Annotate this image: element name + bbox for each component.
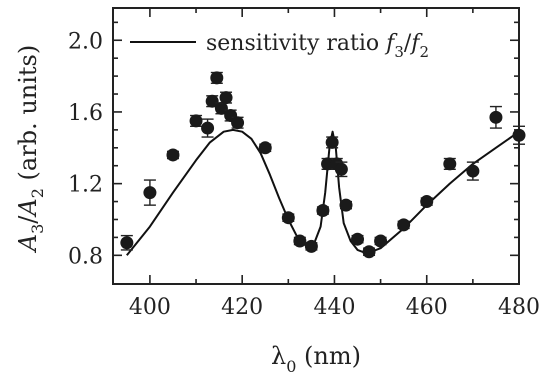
y-axis-label-b-sub: 2 [28,188,47,198]
x-tick-label: 420 [221,295,263,320]
x-tick-label: 400 [129,295,171,320]
data-marker [231,116,245,130]
data-point [334,161,348,178]
data-points-layer [120,71,526,259]
x-axis-label-main: λ [271,342,286,370]
data-marker [189,114,203,128]
data-marker [512,128,526,142]
data-point [420,195,434,209]
data-marker [201,121,215,135]
data-point [397,218,411,232]
data-marker [166,148,180,162]
legend-label: sensitivity ratio f3/f2 [206,31,429,61]
y-tick-labels: 0.8 1.2 1.6 2.0 [68,29,103,269]
data-point [189,114,203,128]
data-marker [397,218,411,232]
y-axis-label-a-sub: 3 [28,224,47,234]
data-point [466,161,480,181]
data-marker [466,164,480,178]
data-marker [334,162,348,176]
data-marker [362,245,376,259]
data-point [443,157,457,171]
data-point [339,198,353,212]
data-point [219,91,233,105]
data-marker [205,94,219,108]
x-axis-label: λ0 (nm) [271,342,361,376]
data-marker [219,91,233,105]
y-axis-label: A3/A2 (arb. units) [14,45,47,253]
x-axis-label-sub: 0 [286,357,296,376]
x-tick-label: 480 [498,295,540,320]
data-point [316,204,330,218]
data-marker [214,101,228,115]
x-tick-label: 440 [313,295,355,320]
y-tick-label: 2.0 [68,29,103,54]
legend-f2-sub: 2 [419,43,429,61]
y-tick-label: 1.6 [68,101,103,126]
data-point [143,179,157,206]
y-axis-label-slash: / [14,215,42,224]
data-point [214,101,228,115]
data-point [281,211,295,225]
data-marker [351,232,365,246]
y-tick-label: 0.8 [68,244,103,269]
x-tick-label: 460 [406,295,448,320]
data-marker [258,141,272,155]
y-tick-label: 1.2 [68,173,103,198]
y-axis-label-rest: (arb. units) [14,45,42,188]
data-point [210,71,224,85]
data-point [120,234,134,251]
data-point [351,232,365,246]
data-point [304,239,318,253]
data-point [231,116,245,130]
x-tick-labels: 400 420 440 460 480 [129,295,540,320]
data-marker [120,236,134,250]
data-marker [293,234,307,248]
legend-f3-sub: 3 [394,43,404,61]
data-point [205,94,219,108]
data-marker [325,135,339,149]
legend: sensitivity ratio f3/f2 [130,31,429,61]
data-point [258,141,272,155]
data-point [374,234,388,248]
data-marker [321,157,335,171]
data-point [293,234,307,248]
tick-marks [113,8,520,284]
data-marker [489,110,503,124]
data-point [489,105,503,129]
y-axis-label-b: A [14,198,42,217]
data-point [362,245,376,259]
sensitivity-curve-layer [126,128,520,256]
data-point [166,148,180,162]
data-marker [304,239,318,253]
data-marker [339,198,353,212]
data-point [201,118,215,138]
data-marker [210,71,224,85]
data-point [512,125,526,145]
data-marker [374,234,388,248]
sensitivity-ratio-curve [126,128,520,256]
data-point [325,135,339,149]
data-marker [281,211,295,225]
x-axis-label-rest: (nm) [296,342,361,370]
legend-text: sensitivity ratio [206,31,386,56]
data-marker [143,186,157,200]
legend-slash: / [404,31,412,56]
y-axis-label-a: A [14,234,42,253]
plot-frame [112,7,520,285]
data-marker [420,195,434,209]
data-marker [316,204,330,218]
data-marker [443,157,457,171]
